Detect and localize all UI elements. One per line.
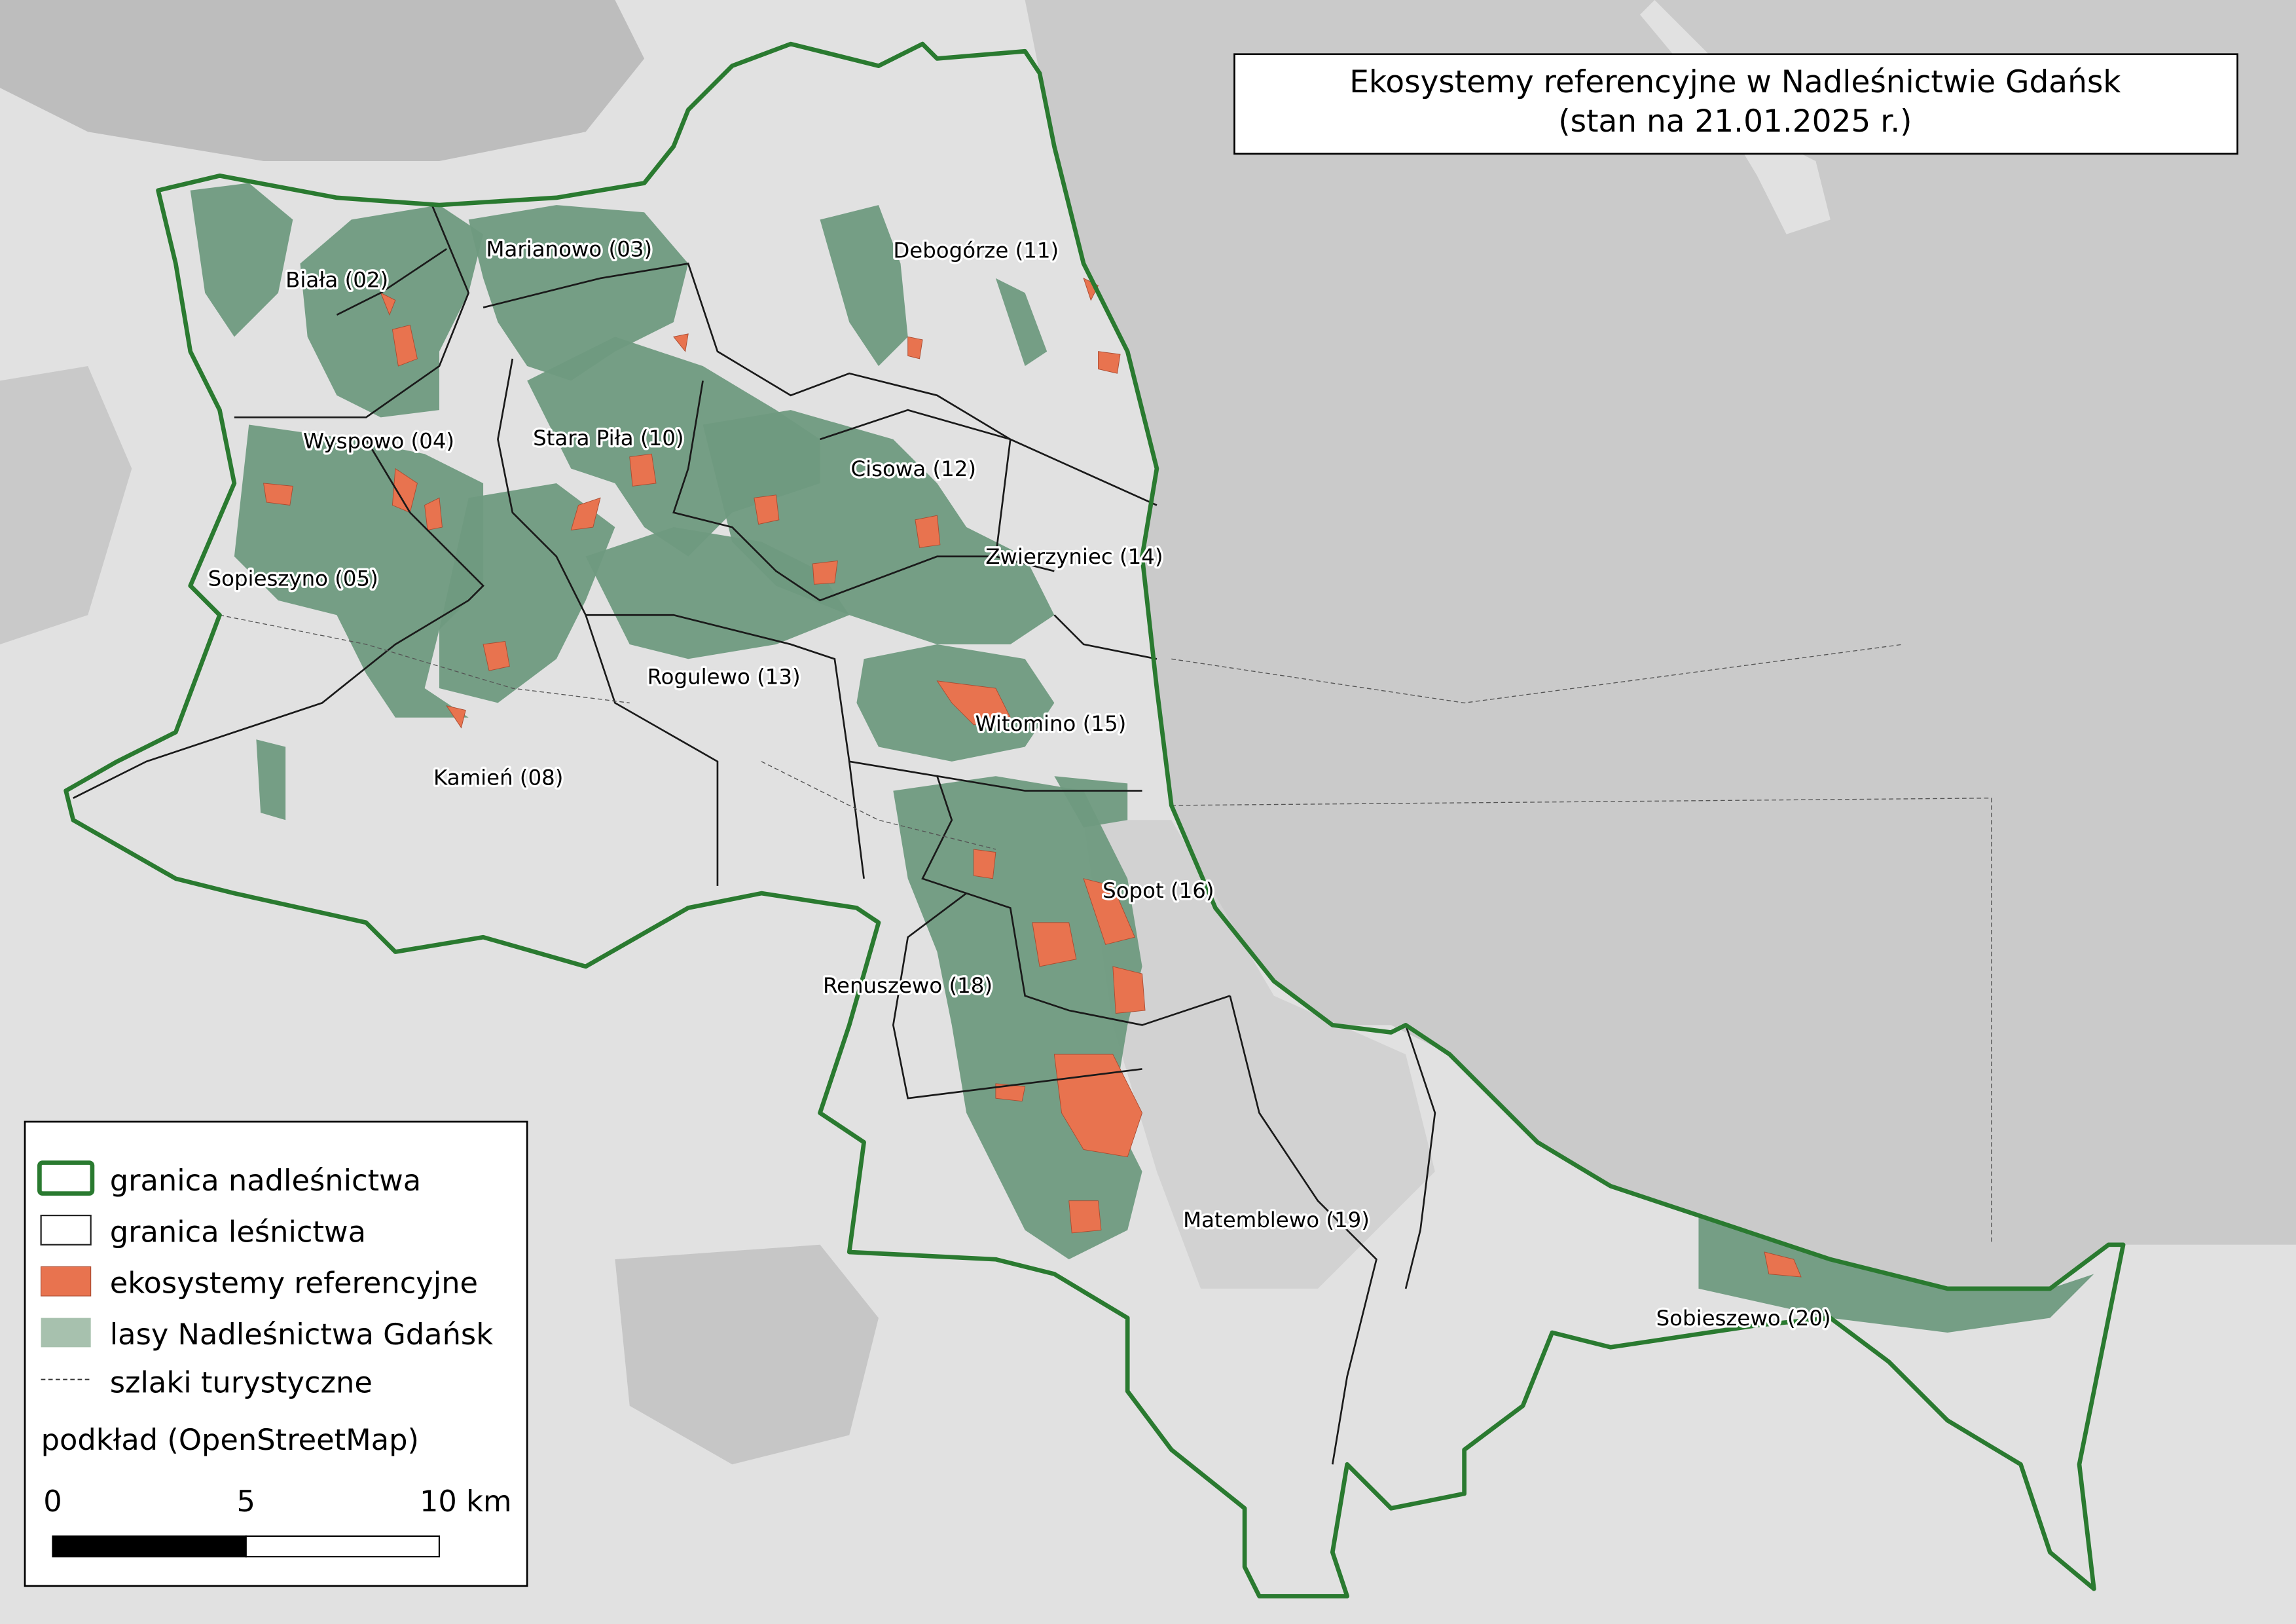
title-line-2: (stan na 21.01.2025 r.) xyxy=(1558,103,1912,139)
legend-symbol-subdistrict-boundary xyxy=(40,1214,92,1246)
label-stara-pila: Stara Piła (10) xyxy=(533,426,683,451)
label-debogorze: Debogórze (11) xyxy=(893,238,1059,263)
city-area xyxy=(1084,820,1435,1289)
scale-tick-5: 5 xyxy=(237,1484,255,1519)
label-rogulewo: Rogulewo (13) xyxy=(647,664,801,689)
label-wyspowo: Wyspowo (04) xyxy=(303,428,454,453)
label-zwierzyniec: Zwierzyniec (14) xyxy=(985,544,1163,569)
dark-forest-south xyxy=(615,1244,879,1465)
legend-symbol-forests xyxy=(41,1318,91,1348)
label-sopot: Sopot (16) xyxy=(1102,878,1214,903)
legend-label: lasy Nadleśnictwa Gdańsk xyxy=(110,1317,493,1352)
legend-label: szlaki turystyczne xyxy=(110,1365,373,1400)
hiking-trails xyxy=(219,614,1992,1245)
label-renuszewo: Renuszewo (18) xyxy=(823,973,993,998)
legend-label: granica leśnictwa xyxy=(110,1214,366,1249)
scale-bar-white xyxy=(245,1535,441,1558)
scale-tick-10: 10 km xyxy=(420,1484,512,1519)
legend-label: granica nadleśnictwa xyxy=(110,1163,421,1198)
subdistrict-boundaries xyxy=(73,204,1436,1465)
label-biala: Biała (02) xyxy=(285,267,388,292)
title-box: Ekosystemy referencyjne w Nadleśnictwie … xyxy=(1233,53,2238,155)
legend-label: ekosystemy referencyjne xyxy=(110,1266,478,1301)
reference-ecosystems-layer xyxy=(263,278,1802,1278)
label-sobieszewo: Sobieszewo (20) xyxy=(1656,1306,1831,1331)
legend-symbol-reference-ecosystems xyxy=(41,1266,92,1297)
dark-forest-northwest xyxy=(0,0,645,161)
label-sopieszyno: Sopieszyno (05) xyxy=(208,566,378,591)
label-cisowa: Cisowa (12) xyxy=(850,456,976,481)
scale-bar-black xyxy=(52,1535,247,1558)
forest-district-boundary xyxy=(64,41,2126,1598)
label-kamien: Kamień (08) xyxy=(433,766,563,790)
dark-forest-west xyxy=(0,366,132,644)
legend: granica nadleśnictwa granica leśnictwa e… xyxy=(24,1120,528,1587)
basemap-attribution: podkład (OpenStreetMap) xyxy=(41,1422,419,1457)
legend-symbol-forest-district-boundary xyxy=(37,1160,95,1196)
district-labels: Biała (02) Marianowo (03) Wyspowo (04) S… xyxy=(206,234,1833,1333)
sea xyxy=(1025,0,2296,1289)
label-marianowo: Marianowo (03) xyxy=(486,236,653,261)
label-witomino: Witomino (15) xyxy=(975,711,1127,736)
title-line-1: Ekosystemy referencyjne w Nadleśnictwie … xyxy=(1349,64,2121,100)
label-matemblewo: Matemblewo (19) xyxy=(1183,1208,1370,1232)
scale-tick-0: 0 xyxy=(43,1484,62,1519)
